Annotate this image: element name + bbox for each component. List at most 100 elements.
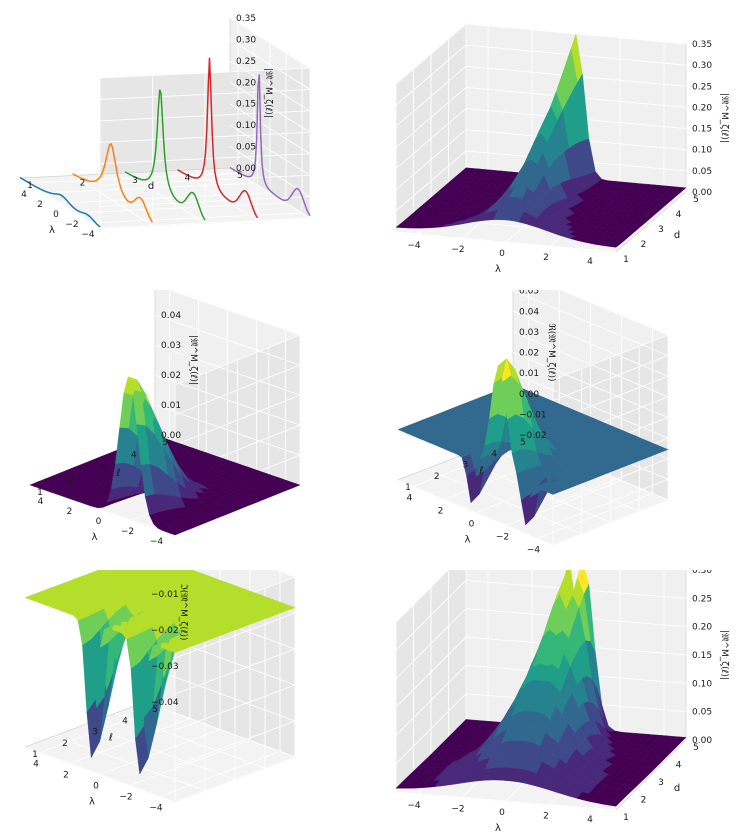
x-axis-label: λ <box>495 264 501 275</box>
x-axis-label: λ <box>92 532 98 543</box>
y-tick-label: 2 <box>62 739 68 749</box>
series-line-4 <box>177 57 259 219</box>
y-axis-label: d <box>674 230 680 241</box>
z-tick-label: 0.10 <box>692 146 712 156</box>
y-tick-label: 2 <box>641 240 647 250</box>
z-tick-label: 0.25 <box>692 594 712 604</box>
z-tick-label: 0.25 <box>692 82 712 92</box>
z-tick-label: 0.10 <box>236 121 256 131</box>
surface <box>395 33 687 248</box>
y-axis-label: d <box>674 783 680 794</box>
x-axis-label: λ <box>465 535 471 546</box>
y-tick-label: 2 <box>80 179 86 189</box>
x-tick-label: −2 <box>65 220 78 230</box>
x-tick-label: 2 <box>63 771 69 781</box>
z-tick-label: 0.15 <box>692 125 712 135</box>
z-tick-label: 0.01 <box>161 401 181 411</box>
z-tick-label: 0.03 <box>161 341 181 351</box>
z-tick-label: 0.15 <box>692 651 712 661</box>
x-tick-label: 0 <box>53 210 59 220</box>
y-tick-label: 1 <box>27 181 33 191</box>
y-tick-label: 4 <box>676 761 682 771</box>
y-tick-label: 4 <box>131 451 137 461</box>
surface <box>24 570 296 775</box>
z-tick-label: 0.02 <box>161 371 181 381</box>
z-tick-label: 0.15 <box>236 100 256 110</box>
z-tick-label: 0.20 <box>692 623 712 633</box>
z-tick-label: 0.25 <box>236 57 256 67</box>
grid-lines <box>19 17 311 229</box>
z-tick-label: 0.30 <box>692 570 712 576</box>
plot-4-surface-real: −4−202412345−0.02−0.010.000.010.020.030.… <box>397 290 669 556</box>
y-tick-label: 5 <box>152 705 158 715</box>
z-tick-label: 0.05 <box>519 290 539 297</box>
z-axis-label: ℜ(𝔐̃^M_ζ(ℓ)) <box>546 323 557 381</box>
z-tick-label: 0.05 <box>236 143 256 153</box>
x-tick-label: −4 <box>527 546 541 556</box>
z-tick-label: 0.05 <box>692 167 712 177</box>
y-tick-label: 1 <box>623 813 629 823</box>
z-tick-label: 0.04 <box>161 311 181 321</box>
x-tick-label: −4 <box>81 230 95 240</box>
z-axis-label: ℑ(𝔐̃^M_ζ(ℓ)) <box>178 583 189 640</box>
x-tick-label: 2 <box>67 507 73 517</box>
y-tick-label: 2 <box>434 472 440 482</box>
y-tick-label: 4 <box>676 210 682 220</box>
y-tick-label: 3 <box>100 463 106 473</box>
series-line-2 <box>72 143 154 223</box>
y-tick-label: 1 <box>623 255 629 265</box>
x-tick-label: 4 <box>587 257 593 267</box>
x-tick-label: 2 <box>543 812 549 822</box>
surface <box>29 376 301 536</box>
z-tick-label: 0.00 <box>692 736 712 746</box>
x-tick-label: −2 <box>496 533 509 543</box>
plot-2-surface-lambda-d: −4 −2 0 2 4 1 2 3 4 50.00 0.05 0.10 0.15 0.20 0.25 0.30… <box>395 23 730 275</box>
x-tick-label: 4 <box>587 815 593 825</box>
y-tick-label: 5 <box>693 195 699 205</box>
y-tick-label: 3 <box>92 728 98 738</box>
z-tick-label: 0.05 <box>692 708 712 718</box>
plot-6-surface-lambda-d: −4 −2 0 2 4 1 2 3 4 50.00 0.05 0.10 0.15 0.20 0.25 0.30… <box>395 570 730 834</box>
z-tick-label: −0.01 <box>519 410 547 420</box>
x-tick-label: 4 <box>38 497 44 507</box>
y-tick-label: 1 <box>32 750 38 760</box>
y-tick-label: 4 <box>185 174 191 184</box>
tick-labels: −4−202412345−0.02−0.010.000.010.020.030.… <box>405 290 546 556</box>
z-tick-label: −0.02 <box>151 626 179 636</box>
x-tick-label: −2 <box>121 527 134 537</box>
x-tick-label: −2 <box>451 804 464 814</box>
surface <box>395 570 687 807</box>
x-tick-label: 0 <box>499 249 505 259</box>
y-axis-label: ℓ <box>109 733 113 744</box>
z-axis-label: |𝔐̃^M_ζ(ℓ)| <box>719 93 730 143</box>
x-tick-label: 4 <box>407 494 413 504</box>
z-tick-label: 0.00 <box>519 390 539 400</box>
z-tick-label: −0.02 <box>519 431 547 441</box>
z-tick-label: −0.01 <box>151 590 179 600</box>
x-tick-label: 4 <box>21 190 27 200</box>
z-tick-label: 0.35 <box>692 40 712 50</box>
x-tick-label: −4 <box>150 537 164 547</box>
z-tick-label: 0.04 <box>519 307 539 317</box>
plot-5-surface-imag: −4−202412345−0.04−0.03−0.02−0.010.000.01… <box>23 570 297 814</box>
y-tick-label: 5 <box>237 171 243 181</box>
z-tick-label: 0.00 <box>161 431 181 441</box>
plot-panel-6: −4 −2 0 2 4 1 2 3 4 5 0.00 0.05 0.10 0.15 0.20 0.25 0.30… <box>368 570 736 840</box>
x-tick-label: 0 <box>96 517 102 527</box>
y-tick-label: 3 <box>463 461 469 471</box>
y-tick-label: 5 <box>520 438 526 448</box>
x-tick-label: 2 <box>543 253 549 263</box>
plot-panel-4: −4 −2 0 2 4 1 2 3 4 5 −0.02 −0.01 0.00 0.01 0.02 0.03 0.… <box>368 290 736 570</box>
y-tick-label: 2 <box>68 476 74 486</box>
plot-panel-3: −4−2024123450.000.010.020.030.040.05λℓ|𝔐… <box>0 290 368 570</box>
x-tick-label: −4 <box>149 804 163 814</box>
z-tick-label: −0.03 <box>151 662 179 672</box>
x-tick-label: 2 <box>438 507 444 517</box>
z-tick-label: 0.00 <box>692 188 712 198</box>
z-tick-label: 0.30 <box>236 35 256 45</box>
plot-3-surface-abs: −4−2024123450.000.010.020.030.040.05λℓ|𝔐… <box>28 290 302 547</box>
